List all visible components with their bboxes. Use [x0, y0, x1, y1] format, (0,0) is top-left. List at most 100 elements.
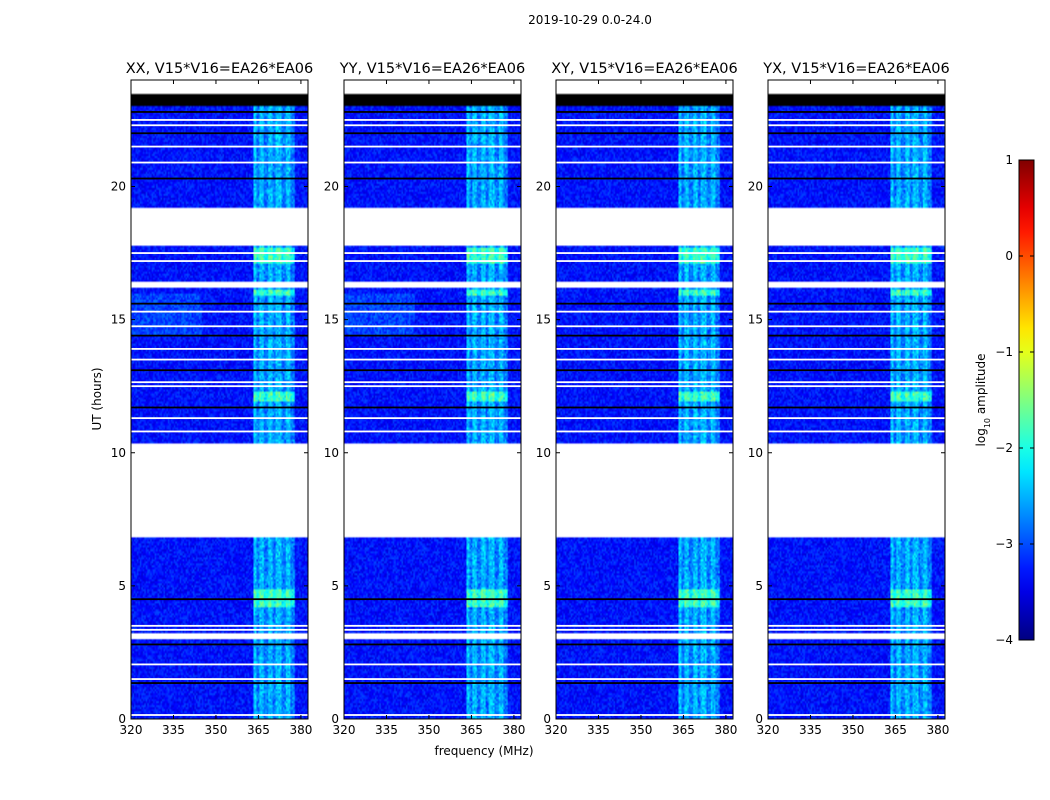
flagged-row-line — [768, 598, 945, 601]
flagged-row-line — [344, 624, 521, 627]
panel-title: YY, V15*V16=EA26*EA06 — [339, 61, 525, 77]
flagged-row-line — [768, 385, 945, 388]
flagged-row-line — [556, 124, 733, 127]
flagged-row-line — [556, 260, 733, 262]
flagged-row-line — [131, 628, 308, 631]
y-tick-label: 0 — [118, 712, 126, 726]
colorbar-tick-label: −1 — [995, 345, 1013, 359]
flagged-row-line — [556, 145, 733, 148]
flagged-row-line — [768, 334, 945, 337]
flagged-row-line — [344, 334, 521, 337]
figure-suptitle: 2019-10-29 0.0-24.0 — [528, 13, 652, 27]
x-tick-label: 335 — [587, 723, 610, 737]
flagged-row-line — [768, 682, 945, 684]
y-tick-label: 0 — [543, 712, 551, 726]
flagged-row-line — [768, 358, 945, 361]
flagged-row-line — [556, 678, 733, 680]
panel-xx: XX, V15*V16=EA26*EA06 320 335 350 365 380 0 5 10… — [111, 61, 314, 737]
flagged-row-line — [556, 385, 733, 388]
flagged-row-line — [131, 643, 308, 646]
x-tick-label: 365 — [460, 723, 483, 737]
x-tick-label: 380 — [502, 723, 525, 737]
y-tick-label: 5 — [543, 579, 551, 593]
flagged-row-line — [768, 643, 945, 646]
y-tick-label: 5 — [118, 579, 126, 593]
flagged-row-line — [556, 643, 733, 646]
y-tick-label: 15 — [748, 313, 763, 327]
heatmap-image — [131, 80, 308, 719]
flagged-row-line — [556, 406, 733, 409]
x-tick-label: 380 — [926, 723, 949, 737]
y-tick-label: 10 — [536, 446, 551, 460]
flagged-row-line — [131, 161, 308, 164]
flagged-row-line — [768, 177, 945, 180]
flagged-row-line — [768, 111, 945, 113]
flagged-row-line — [344, 406, 521, 409]
y-tick-label: 5 — [755, 579, 763, 593]
y-tick-label: 0 — [331, 712, 339, 726]
flagged-row-line — [768, 145, 945, 148]
flagged-row-line — [344, 369, 521, 372]
flagged-row-line — [344, 714, 521, 716]
flagged-row-line — [768, 369, 945, 372]
flagged-row-line — [768, 678, 945, 680]
x-tick-label: 320 — [757, 723, 780, 737]
flagged-row-line — [768, 663, 945, 666]
flagged-row-line — [344, 358, 521, 361]
x-tick-label: 320 — [545, 723, 568, 737]
flagged-row-line — [768, 260, 945, 262]
flagged-row-line — [131, 124, 308, 127]
flagged-row-line — [556, 624, 733, 627]
x-tick-label: 350 — [842, 723, 865, 737]
flagged-row-line — [768, 132, 945, 135]
colorbar-tick-label: −3 — [995, 537, 1013, 551]
flagged-row-line — [131, 325, 308, 328]
flagged-row-line — [131, 714, 308, 716]
x-tick-label: 350 — [630, 723, 653, 737]
y-tick-label: 20 — [536, 180, 551, 194]
panel-title: XX, V15*V16=EA26*EA06 — [126, 61, 314, 77]
colorbar-tick-label: 1 — [1005, 153, 1013, 167]
flagged-row-line — [344, 385, 521, 388]
flagged-row-line — [556, 358, 733, 361]
flagged-row-line — [768, 348, 945, 350]
colorbar-tick-label: 0 — [1005, 249, 1013, 263]
flagged-row-line — [344, 628, 521, 631]
flagged-row-line — [131, 598, 308, 601]
flagged-row-line — [768, 310, 945, 313]
flagged-row-line — [768, 161, 945, 164]
colorbar — [1018, 159, 1035, 641]
x-tick-label: 380 — [289, 723, 312, 737]
x-axis-label: frequency (MHz) — [434, 744, 533, 758]
y-tick-label: 10 — [748, 446, 763, 460]
flagged-row-line — [344, 177, 521, 180]
flagged-row-line — [556, 132, 733, 135]
heatmap-image — [768, 80, 945, 719]
flagged-row-line — [556, 302, 733, 305]
flagged-row-line — [344, 124, 521, 127]
y-tick-label: 15 — [536, 313, 551, 327]
y-tick-label: 0 — [755, 712, 763, 726]
flagged-row-line — [344, 325, 521, 328]
panel-xy: XY, V15*V16=EA26*EA06 320 335 350 365 380 0 5 10… — [536, 61, 738, 737]
x-tick-label: 350 — [205, 723, 228, 737]
flagged-row-line — [131, 177, 308, 180]
x-tick-label: 320 — [120, 723, 143, 737]
flagged-row-line — [768, 714, 945, 716]
flagged-row-line — [344, 678, 521, 680]
x-tick-label: 335 — [799, 723, 822, 737]
flagged-row-line — [344, 310, 521, 313]
panel-yy: YY, V15*V16=EA26*EA06 320 335 350 365 380 0 5 10… — [324, 61, 526, 737]
y-tick-label: 20 — [748, 180, 763, 194]
flagged-row-line — [556, 628, 733, 631]
flagged-row-line — [131, 348, 308, 350]
flagged-row-line — [344, 430, 521, 433]
flagged-row-line — [131, 252, 308, 254]
flagged-row-line — [344, 663, 521, 666]
colorbar-tick-label: −2 — [995, 441, 1013, 455]
flagged-row-line — [131, 119, 308, 121]
flagged-row-line — [131, 406, 308, 409]
colorbar-tick-label: −4 — [995, 633, 1013, 647]
flagged-row-line — [131, 310, 308, 313]
flagged-row-line — [556, 682, 733, 684]
